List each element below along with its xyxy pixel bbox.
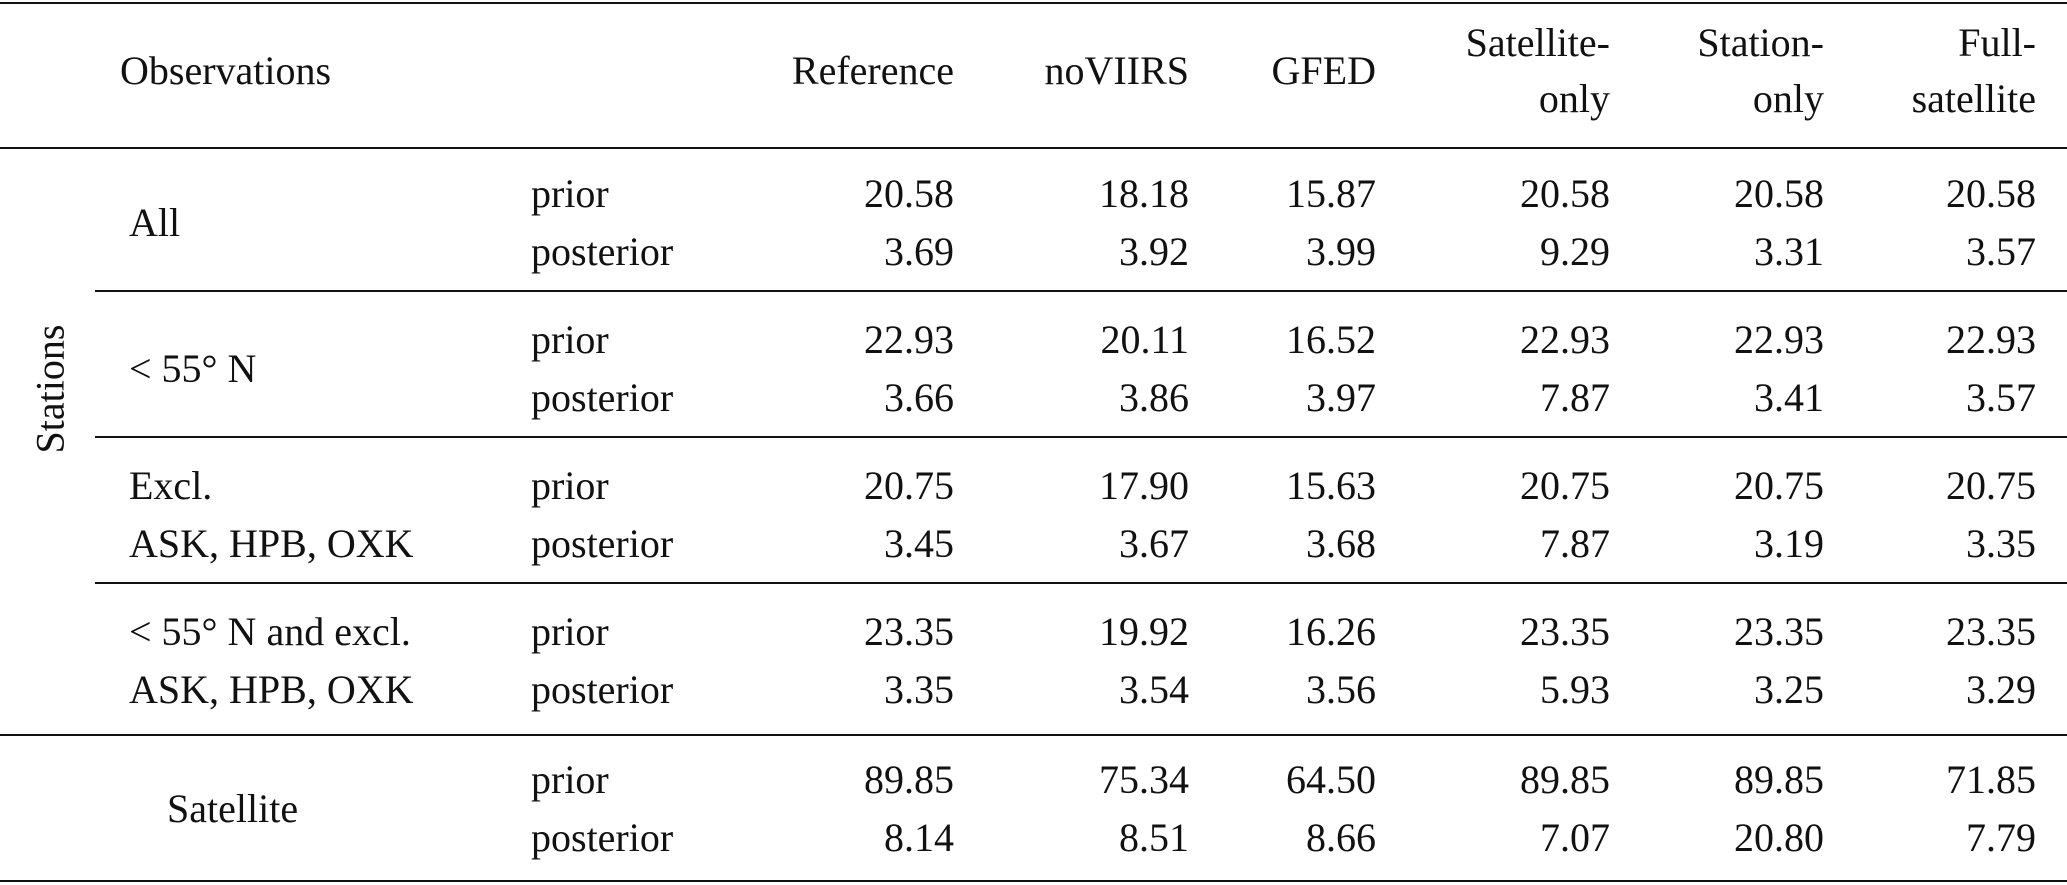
group-divider-3 bbox=[95, 582, 2067, 584]
cell-posterior-reference: 3.45 bbox=[884, 521, 954, 566]
cell-posterior-full-satellite: 7.79 bbox=[1966, 815, 2036, 860]
cell-posterior-full-satellite: 3.29 bbox=[1966, 667, 2036, 712]
header-noviirs: noVIIRS bbox=[1044, 48, 1189, 93]
cell-posterior-station-only: 3.19 bbox=[1754, 521, 1824, 566]
cell-prior-satellite-only: 20.58 bbox=[1520, 171, 1610, 216]
cell-posterior-satellite-only: 7.07 bbox=[1540, 815, 1610, 860]
header-gfed: GFED bbox=[1271, 48, 1376, 93]
stations-group-label: Stations bbox=[27, 324, 73, 454]
cell-posterior-gfed: 8.66 bbox=[1306, 815, 1376, 860]
row-label-posterior: posterior bbox=[531, 521, 674, 566]
cell-prior-gfed: 16.52 bbox=[1286, 317, 1376, 362]
cell-posterior-reference: 3.69 bbox=[884, 229, 954, 274]
cell-posterior-noviirs: 3.86 bbox=[1119, 375, 1189, 420]
group-divider-1 bbox=[95, 290, 2067, 292]
cell-posterior-full-satellite: 3.57 bbox=[1966, 375, 2036, 420]
cell-posterior-station-only: 3.31 bbox=[1754, 229, 1824, 274]
group-label-line: Excl. bbox=[129, 463, 213, 508]
cell-prior-gfed: 15.63 bbox=[1286, 463, 1376, 508]
cell-posterior-satellite-only: 7.87 bbox=[1540, 375, 1610, 420]
header-station-only-line1: Station- bbox=[1697, 20, 1824, 65]
cell-prior-noviirs: 75.34 bbox=[1099, 757, 1189, 802]
cell-prior-station-only: 20.58 bbox=[1734, 171, 1824, 216]
cell-prior-station-only: 22.93 bbox=[1734, 317, 1824, 362]
cell-prior-station-only: 23.35 bbox=[1734, 609, 1824, 654]
cell-prior-gfed: 16.26 bbox=[1286, 609, 1376, 654]
cell-prior-noviirs: 18.18 bbox=[1099, 171, 1189, 216]
header-observations: Observations bbox=[120, 48, 332, 93]
cell-prior-gfed: 15.87 bbox=[1286, 171, 1376, 216]
cell-prior-full-satellite: 71.85 bbox=[1946, 757, 2036, 802]
header-reference: Reference bbox=[791, 48, 954, 93]
row-label-posterior: posterior bbox=[531, 229, 674, 274]
group-label: All bbox=[129, 200, 181, 245]
bottom-rule bbox=[0, 880, 2067, 882]
cell-prior-satellite-only: 89.85 bbox=[1520, 757, 1610, 802]
cell-posterior-reference: 3.66 bbox=[884, 375, 954, 420]
satellite-rule bbox=[0, 734, 2067, 736]
cell-posterior-reference: 8.14 bbox=[884, 815, 954, 860]
cell-posterior-full-satellite: 3.57 bbox=[1966, 229, 2036, 274]
cell-prior-noviirs: 19.92 bbox=[1099, 609, 1189, 654]
group-label: Satellite bbox=[167, 786, 299, 831]
cell-prior-noviirs: 20.11 bbox=[1100, 317, 1189, 362]
header-satellite-only-line1: Satellite- bbox=[1465, 20, 1610, 65]
cell-posterior-gfed: 3.56 bbox=[1306, 667, 1376, 712]
row-label-prior: prior bbox=[531, 171, 609, 216]
cell-prior-full-satellite: 20.58 bbox=[1946, 171, 2036, 216]
cell-posterior-station-only: 20.80 bbox=[1734, 815, 1824, 860]
cell-prior-full-satellite: 23.35 bbox=[1946, 609, 2036, 654]
cell-posterior-station-only: 3.41 bbox=[1754, 375, 1824, 420]
cell-posterior-reference: 3.35 bbox=[884, 667, 954, 712]
row-label-prior: prior bbox=[531, 317, 609, 362]
row-label-posterior: posterior bbox=[531, 667, 674, 712]
cell-posterior-full-satellite: 3.35 bbox=[1966, 521, 2036, 566]
row-label-prior: prior bbox=[531, 609, 609, 654]
cell-prior-reference: 23.35 bbox=[864, 609, 954, 654]
group-divider-2 bbox=[95, 436, 2067, 438]
cell-prior-station-only: 89.85 bbox=[1734, 757, 1824, 802]
group-label-line: ASK, HPB, OXK bbox=[129, 521, 414, 566]
cell-posterior-gfed: 3.68 bbox=[1306, 521, 1376, 566]
row-label-posterior: posterior bbox=[531, 815, 674, 860]
cell-prior-noviirs: 17.90 bbox=[1099, 463, 1189, 508]
row-label-posterior: posterior bbox=[531, 375, 674, 420]
cell-prior-station-only: 20.75 bbox=[1734, 463, 1824, 508]
cell-posterior-gfed: 3.97 bbox=[1306, 375, 1376, 420]
cell-posterior-satellite-only: 9.29 bbox=[1540, 229, 1610, 274]
row-label-prior: prior bbox=[531, 463, 609, 508]
cell-prior-reference: 20.58 bbox=[864, 171, 954, 216]
cell-prior-satellite-only: 22.93 bbox=[1520, 317, 1610, 362]
group-label-line: < 55° N and excl. bbox=[129, 609, 411, 654]
cell-posterior-satellite-only: 5.93 bbox=[1540, 667, 1610, 712]
group-label: < 55° N bbox=[129, 346, 257, 391]
header-rule bbox=[0, 147, 2067, 149]
cell-prior-reference: 20.75 bbox=[864, 463, 954, 508]
cell-prior-gfed: 64.50 bbox=[1286, 757, 1376, 802]
header-station-only-line2: only bbox=[1752, 76, 1824, 121]
cell-prior-satellite-only: 20.75 bbox=[1520, 463, 1610, 508]
cell-posterior-gfed: 3.99 bbox=[1306, 229, 1376, 274]
cell-posterior-noviirs: 3.92 bbox=[1119, 229, 1189, 274]
cell-prior-full-satellite: 20.75 bbox=[1946, 463, 2036, 508]
cell-prior-satellite-only: 23.35 bbox=[1520, 609, 1610, 654]
cell-posterior-noviirs: 8.51 bbox=[1119, 815, 1189, 860]
cell-posterior-satellite-only: 7.87 bbox=[1540, 521, 1610, 566]
cell-prior-reference: 89.85 bbox=[864, 757, 954, 802]
row-label-prior: prior bbox=[531, 757, 609, 802]
cell-prior-full-satellite: 22.93 bbox=[1946, 317, 2036, 362]
group-label-line: ASK, HPB, OXK bbox=[129, 667, 414, 712]
header-full-satellite-line1: Full- bbox=[1958, 20, 2036, 65]
header-satellite-only-line2: only bbox=[1538, 76, 1610, 121]
cell-posterior-station-only: 3.25 bbox=[1754, 667, 1824, 712]
cell-prior-reference: 22.93 bbox=[864, 317, 954, 362]
top-rule bbox=[0, 2, 2067, 4]
header-full-satellite-line2: satellite bbox=[1911, 76, 2036, 121]
cell-posterior-noviirs: 3.54 bbox=[1119, 667, 1189, 712]
cell-posterior-noviirs: 3.67 bbox=[1119, 521, 1189, 566]
